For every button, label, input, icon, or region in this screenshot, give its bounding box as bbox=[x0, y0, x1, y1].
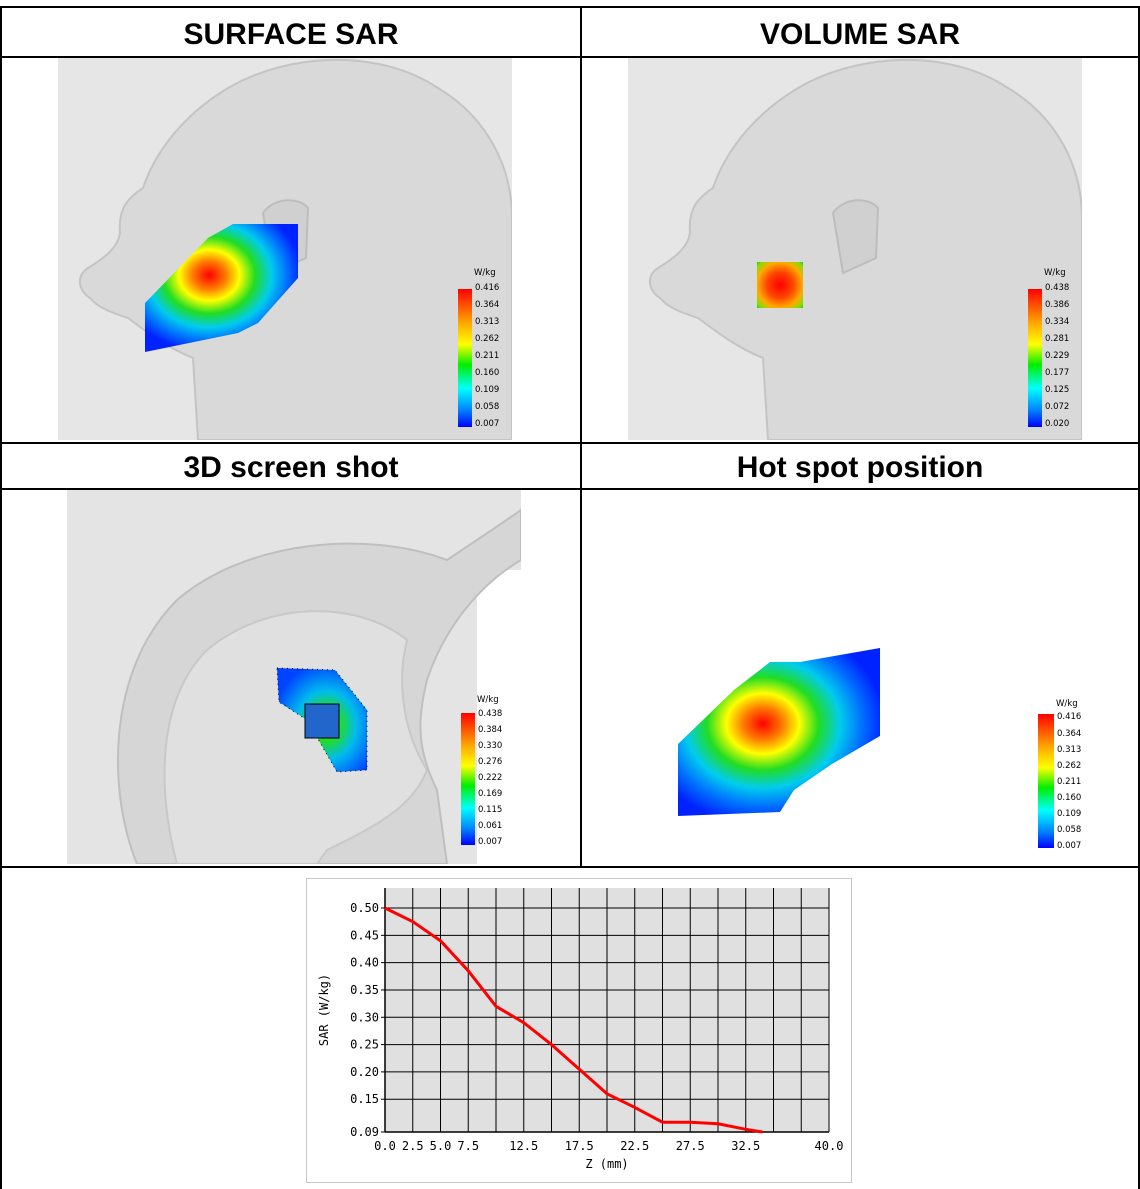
y-tick-label: 0.30 bbox=[350, 1010, 379, 1024]
surface-legend-value: 0.364 bbox=[475, 300, 499, 310]
table-border-middle bbox=[580, 6, 582, 868]
chart-grid bbox=[384, 888, 830, 1133]
volume-legend-value: 0.177 bbox=[1045, 368, 1069, 378]
hotspot-legend: W/kg 0.416 0.364 0.313 0.262 0.211 0.160… bbox=[1056, 699, 1081, 851]
y-tick-label: 0.45 bbox=[350, 928, 379, 942]
3d-legend-value: 0.276 bbox=[478, 757, 502, 767]
volume-legend-value: 0.281 bbox=[1045, 334, 1069, 344]
surface-sar-region bbox=[145, 224, 298, 352]
hotspot-legend-value: 0.109 bbox=[1057, 809, 1081, 819]
surface-legend-value: 0.109 bbox=[475, 385, 499, 395]
y-tick-label: 0.50 bbox=[350, 901, 379, 915]
x-tick-label: 0.0 bbox=[374, 1139, 396, 1153]
volume-legend-value: 0.334 bbox=[1045, 317, 1069, 327]
volume-legend-unit: W/kg bbox=[1044, 268, 1066, 278]
hotspot-legend-value: 0.364 bbox=[1057, 729, 1081, 739]
3d-legend-value: 0.222 bbox=[478, 773, 502, 783]
volume-legend-value: 0.229 bbox=[1045, 351, 1069, 361]
3d-legend-value: 0.061 bbox=[478, 821, 502, 831]
volume-sar-image: W/kg 0.438 0.386 0.334 0.281 0.229 0.177… bbox=[628, 58, 1082, 440]
volume-ear bbox=[831, 199, 880, 275]
surface-sar-title: SURFACE SAR bbox=[183, 18, 399, 51]
sar-curve bbox=[384, 906, 763, 1134]
3d-legend: W/kg 0.438 0.384 0.330 0.276 0.222 0.169… bbox=[477, 695, 502, 847]
y-tick-label: 0.15 bbox=[350, 1092, 379, 1106]
chart-y-ticks: 0.50 0.45 0.40 0.35 0.30 0.25 0.20 0.15 0.09 bbox=[350, 901, 385, 1139]
table-border-top bbox=[0, 6, 1140, 8]
chart-x-ticks: 0.0 2.5 5.0 7.5 12.5 17.5 22.5 27.5 32.5 40.0 bbox=[374, 1139, 843, 1153]
surface-sar-image: W/kg 0.416 0.364 0.313 0.262 0.211 0.160… bbox=[58, 58, 512, 440]
volume-sar-region bbox=[757, 262, 803, 308]
surface-legend-value: 0.262 bbox=[475, 334, 499, 344]
3d-probe-block bbox=[304, 703, 340, 739]
hotspot-legend-bar bbox=[1038, 714, 1054, 848]
x-tick-label: 7.5 bbox=[457, 1139, 479, 1153]
x-tick-label: 2.5 bbox=[402, 1139, 424, 1153]
3d-legend-value: 0.330 bbox=[478, 741, 502, 751]
3d-inner-head bbox=[163, 610, 429, 864]
table-border-row3 bbox=[0, 488, 1140, 490]
chart-x-label: Z (mm) bbox=[585, 1157, 628, 1171]
volume-legend-value: 0.438 bbox=[1045, 283, 1069, 293]
hotspot-legend-value: 0.313 bbox=[1057, 745, 1081, 755]
3d-screen-shot-image: W/kg 0.438 0.384 0.330 0.276 0.222 0.169… bbox=[67, 490, 521, 864]
3d-legend-value: 0.007 bbox=[478, 837, 502, 847]
y-tick-label: 0.09 bbox=[350, 1125, 379, 1139]
y-tick-label: 0.20 bbox=[350, 1065, 379, 1079]
surface-legend-bar bbox=[458, 289, 472, 427]
3d-legend-value: 0.438 bbox=[478, 709, 502, 719]
hot-spot-position-title: Hot spot position bbox=[736, 451, 984, 484]
surface-legend: W/kg 0.416 0.364 0.313 0.262 0.211 0.160… bbox=[474, 268, 499, 429]
sar-z-chart: 0.0 2.5 5.0 7.5 12.5 17.5 22.5 27.5 32.5 40.0 0.5… bbox=[306, 878, 852, 1183]
volume-sar-title: VOLUME SAR bbox=[759, 18, 960, 51]
y-tick-label: 0.35 bbox=[350, 983, 379, 997]
surface-legend-value: 0.416 bbox=[475, 283, 499, 293]
surface-legend-value: 0.211 bbox=[475, 351, 499, 361]
table-border-right bbox=[1138, 6, 1140, 1189]
x-tick-label: 22.5 bbox=[620, 1139, 649, 1153]
y-tick-label: 0.40 bbox=[350, 956, 379, 970]
hotspot-legend-value: 0.160 bbox=[1057, 793, 1081, 803]
surface-legend-unit: W/kg bbox=[474, 268, 496, 278]
hotspot-sar-region bbox=[678, 648, 880, 816]
table-border-row1 bbox=[0, 56, 1140, 58]
x-tick-label: 27.5 bbox=[676, 1139, 705, 1153]
volume-legend-value: 0.020 bbox=[1045, 419, 1069, 429]
x-tick-label: 40.0 bbox=[815, 1139, 844, 1153]
surface-legend-value: 0.160 bbox=[475, 368, 499, 378]
volume-legend: W/kg 0.438 0.386 0.334 0.281 0.229 0.177… bbox=[1044, 268, 1069, 429]
chart-y-label: SAR (W/kg) bbox=[317, 974, 331, 1046]
3d-legend-value: 0.115 bbox=[478, 805, 502, 815]
volume-legend-value: 0.125 bbox=[1045, 385, 1069, 395]
hotspot-legend-value: 0.211 bbox=[1057, 777, 1081, 787]
y-tick-label: 0.25 bbox=[350, 1038, 379, 1052]
table-border-left bbox=[0, 6, 2, 1189]
surface-legend-value: 0.313 bbox=[475, 317, 499, 327]
volume-legend-bar bbox=[1028, 289, 1042, 427]
table-border-row4 bbox=[0, 866, 1140, 868]
3d-right-cut bbox=[477, 570, 521, 864]
hotspot-legend-unit: W/kg bbox=[1056, 699, 1078, 709]
hot-spot-position-image: W/kg 0.416 0.364 0.313 0.262 0.211 0.160… bbox=[584, 490, 1136, 864]
x-tick-label: 5.0 bbox=[430, 1139, 452, 1153]
x-tick-label: 17.5 bbox=[565, 1139, 594, 1153]
3d-legend-value: 0.384 bbox=[478, 725, 502, 735]
hotspot-legend-value: 0.416 bbox=[1057, 712, 1081, 722]
volume-legend-value: 0.386 bbox=[1045, 300, 1069, 310]
hotspot-legend-value: 0.007 bbox=[1057, 841, 1081, 851]
x-tick-label: 12.5 bbox=[509, 1139, 538, 1153]
x-tick-label: 32.5 bbox=[731, 1139, 760, 1153]
hotspot-legend-value: 0.262 bbox=[1057, 761, 1081, 771]
surface-legend-value: 0.058 bbox=[475, 402, 499, 412]
volume-legend-value: 0.072 bbox=[1045, 402, 1069, 412]
hotspot-legend-value: 0.058 bbox=[1057, 825, 1081, 835]
table-border-row2 bbox=[0, 442, 1140, 444]
surface-legend-value: 0.007 bbox=[475, 419, 499, 429]
3d-legend-bar bbox=[461, 713, 475, 845]
3d-legend-value: 0.169 bbox=[478, 789, 502, 799]
3d-legend-unit: W/kg bbox=[477, 695, 499, 705]
3d-screen-shot-title: 3D screen shot bbox=[183, 451, 399, 484]
